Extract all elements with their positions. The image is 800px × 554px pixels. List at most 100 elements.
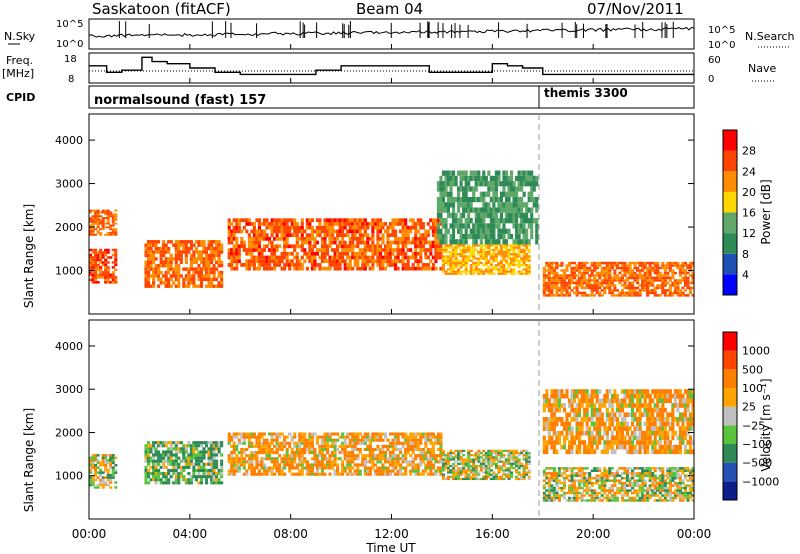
- power-cell: [338, 263, 342, 267]
- power-cell: [671, 291, 675, 295]
- velocity-cell: [255, 472, 259, 476]
- power-cell: [625, 264, 630, 267]
- power-cell: [406, 266, 410, 271]
- power-cell: [560, 264, 564, 267]
- velocity-cell: [182, 465, 186, 469]
- velocity-cell: [300, 451, 304, 455]
- power-cell: [338, 240, 342, 245]
- velocity-cell: [479, 460, 483, 463]
- velocity-cell: [406, 444, 410, 448]
- power-cell: [106, 232, 110, 234]
- velocity-cell: [298, 444, 302, 448]
- velocity-cell: [590, 489, 594, 492]
- velocity-cell: [189, 478, 193, 482]
- velocity-cell: [452, 475, 456, 478]
- power-cell: [197, 257, 201, 261]
- power-cell: [278, 255, 282, 260]
- power-cell: [499, 253, 504, 256]
- power-cell: [429, 218, 433, 223]
- velocity-cell: [620, 481, 625, 485]
- power-cell: [686, 266, 690, 270]
- power-cell: [487, 259, 491, 262]
- velocity-cell: [439, 432, 443, 436]
- velocity-cell: [381, 472, 385, 476]
- power-cell: [262, 259, 267, 264]
- power-cell: [653, 261, 657, 265]
- power-cell: [295, 229, 299, 234]
- power-cell: [464, 207, 468, 213]
- power-cell: [512, 255, 516, 258]
- power-cell: [265, 263, 269, 267]
- power-cell: [555, 271, 559, 275]
- velocity-cell: [250, 441, 254, 445]
- power-cell: [247, 266, 251, 271]
- velocity-cell: [146, 456, 151, 460]
- power-cell: [472, 233, 476, 240]
- power-cell: [676, 289, 680, 292]
- velocity-cell: [567, 499, 572, 502]
- power-cell: [416, 229, 420, 234]
- power-cell: [457, 196, 461, 203]
- velocity-cell: [598, 479, 602, 482]
- power-cell: [401, 233, 405, 237]
- power-cell: [189, 267, 193, 271]
- velocity-cell: [358, 432, 362, 436]
- velocity-cell: [411, 466, 415, 470]
- velocity-cell: [157, 453, 161, 457]
- velocity-cell: [378, 438, 383, 442]
- velocity-cell: [446, 460, 451, 463]
- power-cell: [363, 225, 367, 230]
- date-label: 07/Nov/2011: [587, 0, 684, 18]
- velocity-cell: [608, 472, 612, 475]
- velocity-cell: [328, 444, 332, 448]
- power-cell: [260, 259, 264, 264]
- power-cell: [325, 222, 330, 226]
- velocity-cell: [396, 454, 400, 458]
- power-cell: [457, 259, 461, 262]
- velocity-cell: [237, 451, 241, 455]
- velocity-cell: [348, 451, 352, 455]
- velocity-cell: [484, 454, 488, 457]
- velocity-cell: [235, 435, 239, 439]
- velocity-cell: [474, 475, 478, 478]
- power-cell: [567, 286, 572, 290]
- power-cell: [159, 257, 163, 261]
- velocity-cell: [199, 441, 204, 445]
- power-cell: [520, 250, 524, 254]
- velocity-cell: [328, 472, 332, 476]
- power-cell: [373, 218, 377, 223]
- velocity-cell: [172, 472, 176, 476]
- velocity-cell: [189, 475, 193, 479]
- velocity-cell: [257, 441, 262, 445]
- velocity-cell: [210, 441, 214, 445]
- power-cell: [633, 264, 637, 267]
- velocity-cell: [494, 464, 498, 468]
- power-cell: [545, 269, 549, 272]
- velocity-cell: [232, 457, 236, 461]
- power-cell: [474, 212, 478, 219]
- power-cell: [298, 263, 302, 267]
- velocity-cell: [378, 460, 383, 464]
- power-cell: [217, 281, 221, 285]
- power-cell: [452, 228, 456, 234]
- power-cell: [174, 277, 178, 282]
- power-cell: [91, 218, 95, 221]
- power-cell: [157, 284, 161, 288]
- velocity-cell: [144, 468, 148, 473]
- velocity-cell: [547, 486, 551, 490]
- power-cell: [550, 279, 554, 282]
- velocity-cell: [517, 458, 521, 461]
- power-cell: [641, 284, 645, 287]
- power-cell: [598, 261, 602, 265]
- velocity-cell: [315, 469, 319, 473]
- power-cell: [255, 240, 259, 245]
- power-cell: [177, 264, 181, 268]
- power-cell: [472, 191, 476, 197]
- power-cell: [436, 233, 440, 240]
- power-cell: [325, 225, 330, 230]
- velocity-cell: [91, 481, 95, 484]
- power-cell: [530, 228, 534, 234]
- power-cell: [502, 228, 506, 234]
- velocity-cell: [187, 453, 191, 457]
- power-cell: [492, 239, 496, 245]
